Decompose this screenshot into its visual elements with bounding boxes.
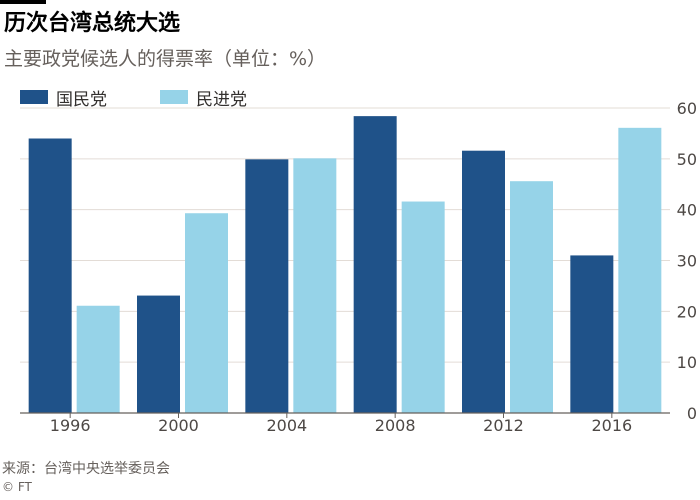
bar-kmt-2016 <box>570 255 614 413</box>
x-tick-label: 2008 <box>375 416 416 435</box>
legend-swatch-dpp <box>160 90 188 104</box>
legend-label-kmt: 国民党 <box>56 89 107 110</box>
legend-item-kmt: 国民党 <box>20 85 107 110</box>
y-tick-label: 30 <box>677 252 697 271</box>
bar-dpp-2012 <box>510 181 553 413</box>
bar-dpp-2004 <box>293 158 337 413</box>
y-tick-label: 50 <box>677 150 697 169</box>
x-tick-label: 1996 <box>50 416 91 435</box>
y-tick-label: 40 <box>677 201 697 220</box>
bar-dpp-2008 <box>401 201 445 413</box>
bar-kmt-2012 <box>462 150 505 413</box>
bar-dpp-1996 <box>76 305 120 413</box>
legend-item-dpp: 民进党 <box>160 85 247 110</box>
chart-title: 历次台湾总统大选 <box>4 11 181 36</box>
bar-dpp-2016 <box>618 127 662 413</box>
y-tick-label: 20 <box>677 302 697 321</box>
y-tick-label: 0 <box>687 404 697 423</box>
y-tick-label: 10 <box>677 353 697 372</box>
bar-dpp-2000 <box>185 213 228 413</box>
x-tick-label: 2000 <box>158 416 199 435</box>
chart-subtitle: 主要政党候选人的得票率（单位：%） <box>4 48 327 70</box>
legend-label-dpp: 民进党 <box>196 89 247 110</box>
source-note: 来源：台湾中央选举委员会 <box>2 461 170 477</box>
top-accent-rule <box>0 0 46 4</box>
x-tick-label: 2012 <box>483 416 524 435</box>
bar-kmt-1996 <box>28 138 72 413</box>
bar-kmt-2000 <box>137 295 180 413</box>
x-tick-label: 2016 <box>591 416 632 435</box>
bar-kmt-2008 <box>353 116 397 413</box>
y-tick-label: 60 <box>677 99 697 118</box>
bar-kmt-2004 <box>245 159 289 413</box>
x-tick-label: 2004 <box>266 416 307 435</box>
copyright-note: © FT <box>2 480 32 494</box>
legend-swatch-kmt <box>20 90 48 104</box>
